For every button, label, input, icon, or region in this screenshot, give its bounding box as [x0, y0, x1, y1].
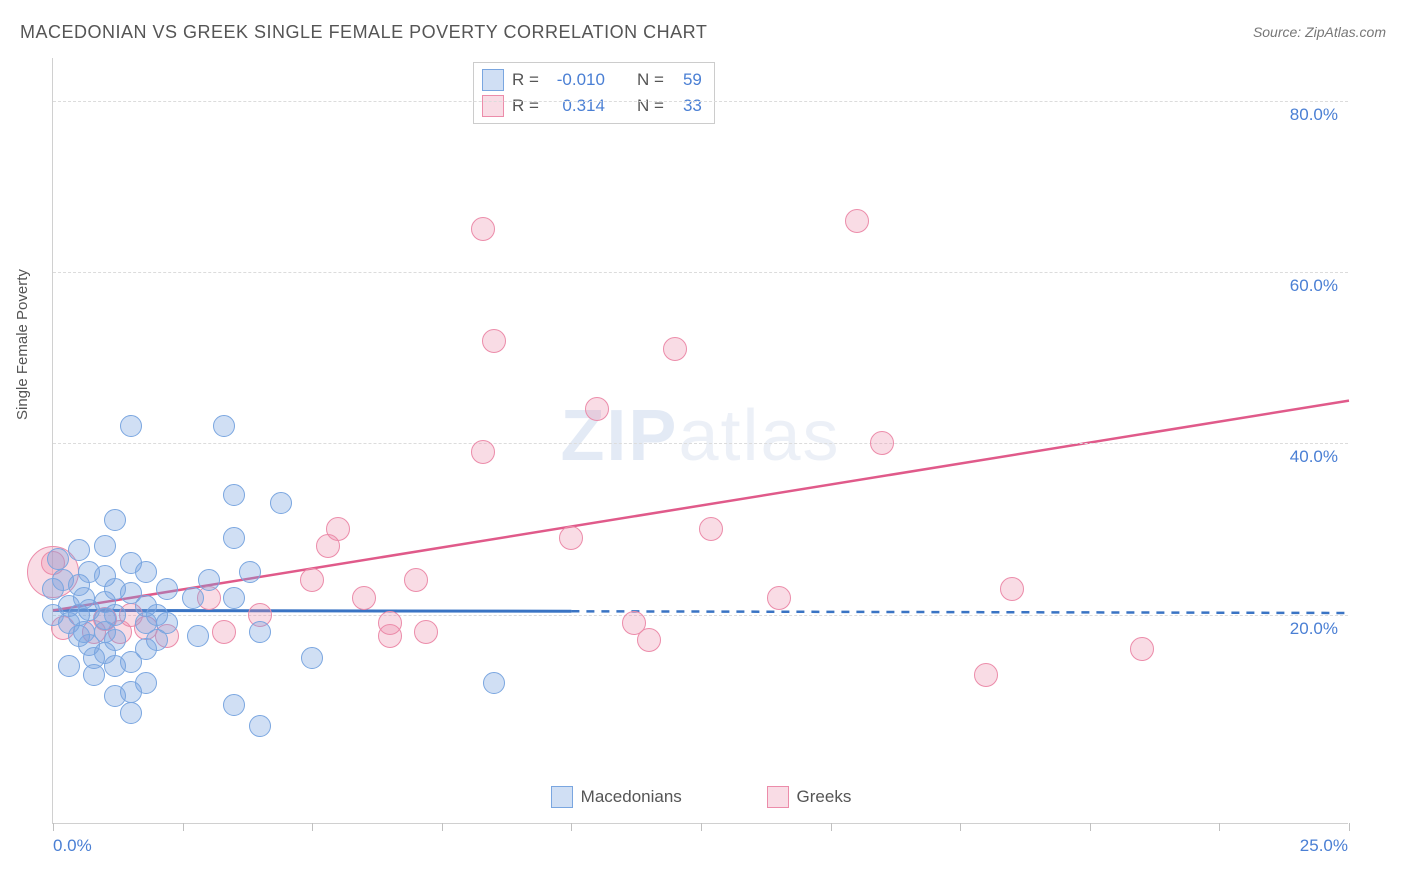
scatter-marker-greeks [699, 517, 723, 541]
scatter-marker-macedonians [270, 492, 292, 514]
legend-item-macedonians: Macedonians [551, 786, 682, 808]
scatter-marker-macedonians [135, 672, 157, 694]
x-tick [831, 823, 832, 831]
scatter-marker-greeks [471, 217, 495, 241]
gridline [53, 443, 1348, 444]
y-axis-label: Single Female Poverty [14, 269, 31, 420]
scatter-marker-macedonians [83, 664, 105, 686]
scatter-marker-macedonians [198, 569, 220, 591]
stats-legend: R = -0.010 N = 59 R = 0.314 N = 33 [473, 62, 715, 124]
scatter-marker-greeks [404, 568, 428, 592]
swatch-greeks [767, 786, 789, 808]
x-tick [183, 823, 184, 831]
x-tick [701, 823, 702, 831]
scatter-marker-macedonians [156, 578, 178, 600]
scatter-marker-macedonians [223, 587, 245, 609]
scatter-marker-macedonians [104, 604, 126, 626]
stats-row-macedonians: R = -0.010 N = 59 [482, 67, 702, 93]
y-tick-label: 80.0% [1290, 105, 1338, 125]
scatter-marker-greeks [845, 209, 869, 233]
x-tick [53, 823, 54, 831]
y-tick-label: 20.0% [1290, 619, 1338, 639]
scatter-marker-greeks [378, 624, 402, 648]
scatter-marker-macedonians [104, 509, 126, 531]
scatter-marker-macedonians [47, 548, 69, 570]
legend-item-greeks: Greeks [767, 786, 852, 808]
plot-area: ZIPatlas R = -0.010 N = 59 R = 0.314 N =… [52, 58, 1348, 824]
scatter-marker-greeks [663, 337, 687, 361]
swatch-macedonians [551, 786, 573, 808]
y-tick-label: 40.0% [1290, 447, 1338, 467]
scatter-marker-macedonians [68, 539, 90, 561]
scatter-marker-macedonians [135, 561, 157, 583]
scatter-marker-macedonians [223, 694, 245, 716]
x-tick [312, 823, 313, 831]
scatter-marker-macedonians [223, 484, 245, 506]
correlation-chart: MACEDONIAN VS GREEK SINGLE FEMALE POVERT… [0, 0, 1406, 892]
scatter-marker-macedonians [249, 715, 271, 737]
scatter-marker-greeks [482, 329, 506, 353]
scatter-marker-greeks [767, 586, 791, 610]
regression-line-dash-macedonians [571, 611, 1349, 613]
x-tick-label: 0.0% [53, 836, 92, 856]
chart-title: MACEDONIAN VS GREEK SINGLE FEMALE POVERT… [20, 22, 707, 43]
x-tick [1090, 823, 1091, 831]
scatter-marker-macedonians [213, 415, 235, 437]
scatter-marker-greeks [471, 440, 495, 464]
gridline [53, 615, 1348, 616]
x-tick [1349, 823, 1350, 831]
scatter-marker-greeks [352, 586, 376, 610]
y-tick-label: 60.0% [1290, 276, 1338, 296]
scatter-marker-greeks [585, 397, 609, 421]
swatch-greeks [482, 95, 504, 117]
scatter-marker-macedonians [301, 647, 323, 669]
scatter-marker-macedonians [182, 587, 204, 609]
x-axis-legend: Macedonians Greeks [53, 786, 1349, 813]
scatter-marker-greeks [414, 620, 438, 644]
scatter-marker-greeks [1000, 577, 1024, 601]
scatter-marker-macedonians [120, 702, 142, 724]
x-tick [960, 823, 961, 831]
x-tick [442, 823, 443, 831]
x-tick-label: 25.0% [1300, 836, 1348, 856]
x-tick [571, 823, 572, 831]
scatter-marker-greeks [300, 568, 324, 592]
scatter-marker-greeks [870, 431, 894, 455]
scatter-marker-macedonians [94, 535, 116, 557]
scatter-marker-greeks [974, 663, 998, 687]
chart-source: Source: ZipAtlas.com [1253, 24, 1386, 40]
scatter-marker-macedonians [249, 621, 271, 643]
gridline [53, 101, 1348, 102]
scatter-marker-macedonians [187, 625, 209, 647]
scatter-marker-greeks [637, 628, 661, 652]
scatter-marker-macedonians [156, 612, 178, 634]
scatter-marker-greeks [559, 526, 583, 550]
swatch-macedonians [482, 69, 504, 91]
scatter-marker-greeks [212, 620, 236, 644]
gridline [53, 272, 1348, 273]
scatter-marker-greeks [1130, 637, 1154, 661]
regression-lines [53, 58, 1348, 823]
scatter-marker-greeks [326, 517, 350, 541]
scatter-marker-macedonians [483, 672, 505, 694]
scatter-marker-macedonians [104, 629, 126, 651]
stats-row-greeks: R = 0.314 N = 33 [482, 93, 702, 119]
scatter-marker-macedonians [120, 415, 142, 437]
x-tick [1219, 823, 1220, 831]
scatter-marker-macedonians [239, 561, 261, 583]
scatter-marker-macedonians [58, 655, 80, 677]
scatter-marker-macedonians [223, 527, 245, 549]
